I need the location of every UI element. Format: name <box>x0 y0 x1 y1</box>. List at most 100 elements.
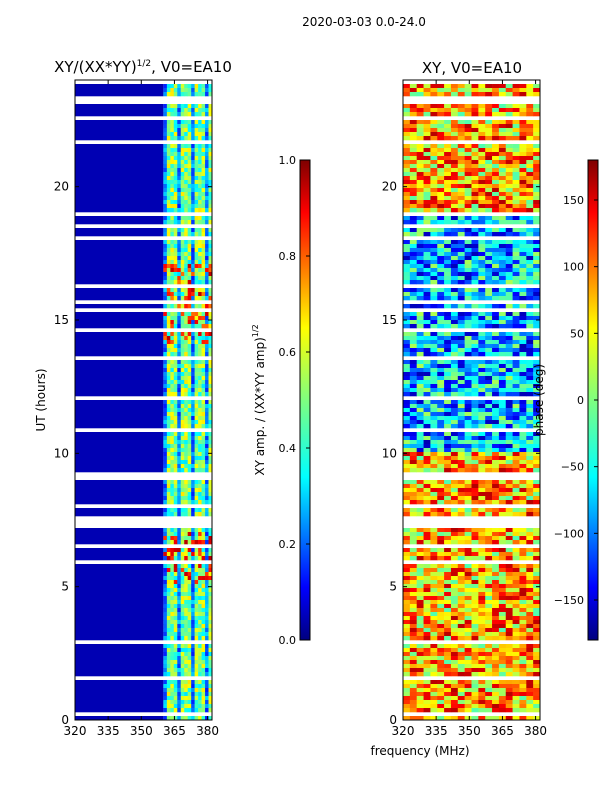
heat-cell <box>519 292 527 297</box>
heat-cell <box>519 580 527 585</box>
heat-cell <box>409 336 417 341</box>
heat-cell <box>184 496 188 501</box>
heat-cell <box>492 144 500 149</box>
heat-cell <box>492 340 500 345</box>
heat-cell <box>485 160 493 165</box>
heat-cell <box>492 348 500 353</box>
heat-cell <box>498 488 507 493</box>
heat-cell <box>444 268 452 273</box>
heat-cell <box>485 136 493 141</box>
heat-cell <box>198 352 202 357</box>
heat-cell <box>75 160 164 165</box>
heat-cell <box>423 332 431 337</box>
heat-cell <box>170 696 175 701</box>
heat-cell <box>505 84 513 89</box>
heat-cell <box>184 260 188 265</box>
heat-cell <box>409 244 417 249</box>
heat-cell <box>423 420 431 425</box>
heat-cell <box>519 592 527 597</box>
heat-cell <box>201 604 206 609</box>
heat-cell <box>416 572 424 577</box>
heat-cell <box>444 168 452 173</box>
heat-cell <box>512 204 520 209</box>
heat-cell <box>512 564 520 569</box>
heat-cell <box>201 408 206 413</box>
heat-cell <box>430 496 438 501</box>
heat-cell <box>173 312 178 317</box>
heat-cell <box>173 244 178 249</box>
heat-cell <box>191 532 195 537</box>
heat-cell <box>450 500 459 505</box>
heat-cell <box>533 88 541 93</box>
heat-cell <box>430 624 438 629</box>
heat-cell <box>526 548 534 553</box>
heat-cell <box>457 416 465 421</box>
heat-cell <box>208 492 213 497</box>
x-tick-label: 365 <box>163 724 186 738</box>
heat-cell <box>166 660 171 665</box>
heat-cell <box>492 204 500 209</box>
heat-cell <box>166 108 171 113</box>
heat-cell <box>75 716 164 721</box>
heat-cell <box>191 448 195 453</box>
heat-cell <box>498 228 507 233</box>
heat-cell <box>173 596 178 601</box>
heat-cell <box>478 436 486 441</box>
heat-cell <box>163 636 168 641</box>
heat-cell <box>166 620 171 625</box>
heat-cell <box>485 228 493 233</box>
heat-cell <box>170 344 175 349</box>
heat-cell <box>75 340 164 345</box>
heat-cell <box>173 204 178 209</box>
heat-cell <box>464 188 472 193</box>
heat-cell <box>177 456 182 461</box>
heat-cell <box>492 404 500 409</box>
heat-cell <box>166 604 171 609</box>
heat-cell <box>471 480 479 485</box>
heat-cell <box>430 704 438 709</box>
heat-cell <box>205 128 209 133</box>
heat-cell <box>416 104 424 109</box>
heat-cell <box>526 620 534 625</box>
heat-cell <box>526 696 534 701</box>
heat-cell <box>437 696 445 701</box>
heat-cell <box>180 108 185 113</box>
heat-cell <box>437 180 445 185</box>
heat-cell <box>198 488 202 493</box>
heat-cell <box>478 204 486 209</box>
heat-cell <box>450 192 459 197</box>
heat-cell <box>198 704 202 709</box>
heat-cell <box>450 228 459 233</box>
heat-cell <box>492 276 500 281</box>
heat-cell <box>526 372 534 377</box>
heat-cell <box>163 532 168 537</box>
heat-cell <box>437 336 445 341</box>
heat-cell <box>409 188 417 193</box>
heat-cell <box>478 392 486 397</box>
heat-cell <box>505 220 513 225</box>
heat-cell <box>187 388 192 393</box>
heat-cell <box>471 592 479 597</box>
heat-cell <box>170 468 175 473</box>
heat-cell <box>409 532 417 537</box>
phase-xlabel: frequency (MHz) <box>370 744 469 758</box>
heat-cell <box>457 192 465 197</box>
heat-cell <box>205 532 209 537</box>
heat-cell <box>423 392 431 397</box>
heat-cell <box>437 272 445 277</box>
heat-cell <box>409 200 417 205</box>
heat-cell <box>416 404 424 409</box>
heat-cell <box>519 552 527 557</box>
heat-cell <box>187 696 192 701</box>
heat-cell <box>437 636 445 641</box>
heat-cell <box>485 132 493 137</box>
heat-cell <box>505 536 513 541</box>
heat-cell <box>512 552 520 557</box>
heat-cell <box>485 288 493 293</box>
heat-cell <box>191 500 195 505</box>
heat-cell <box>194 636 199 641</box>
heat-cell <box>198 244 202 249</box>
heat-cell <box>187 276 192 281</box>
heat-cell <box>505 696 513 701</box>
heat-cell <box>512 372 520 377</box>
